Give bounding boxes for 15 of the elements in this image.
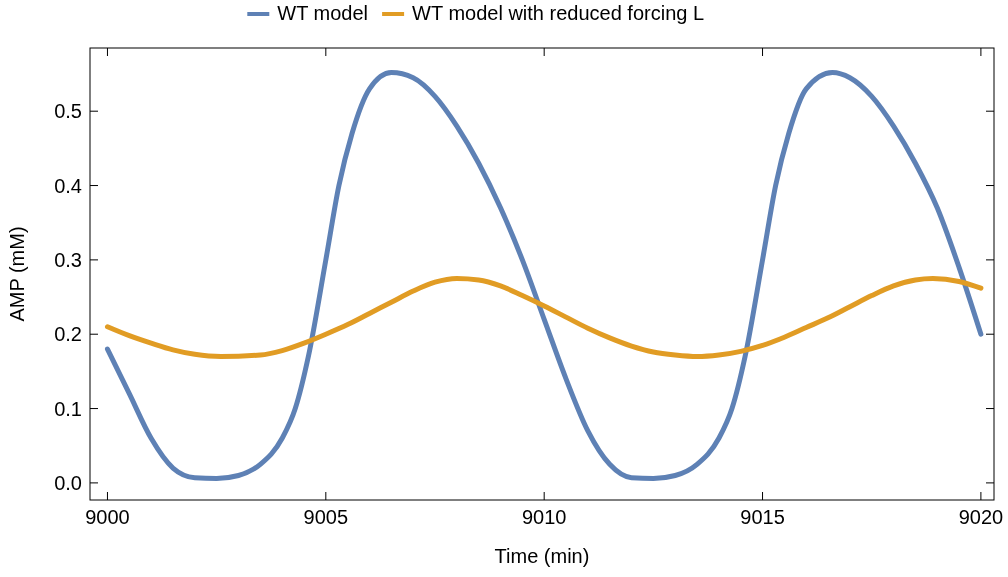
y-tick-label: 0.2 <box>54 323 82 346</box>
legend-label: WT model with reduced forcing L <box>412 2 705 24</box>
legend-label: WT model <box>277 2 369 24</box>
y-tick-label: 0.5 <box>54 100 82 123</box>
y-tick-label: 0.3 <box>54 248 82 271</box>
y-tick-label: 0.4 <box>54 174 82 197</box>
x-axis-title: Time (min) <box>494 545 590 567</box>
x-tick-label: 9015 <box>740 506 785 528</box>
y-tick-label: 0.0 <box>54 471 82 494</box>
x-tick-label: 9020 <box>958 506 1004 528</box>
y-axis-title: AMP (mM) <box>6 226 28 322</box>
x-tick-label: 9005 <box>303 506 349 528</box>
x-tick-label: 9000 <box>85 506 130 528</box>
y-tick-label: 0.1 <box>54 397 82 420</box>
x-tick-label: 9010 <box>521 506 567 528</box>
